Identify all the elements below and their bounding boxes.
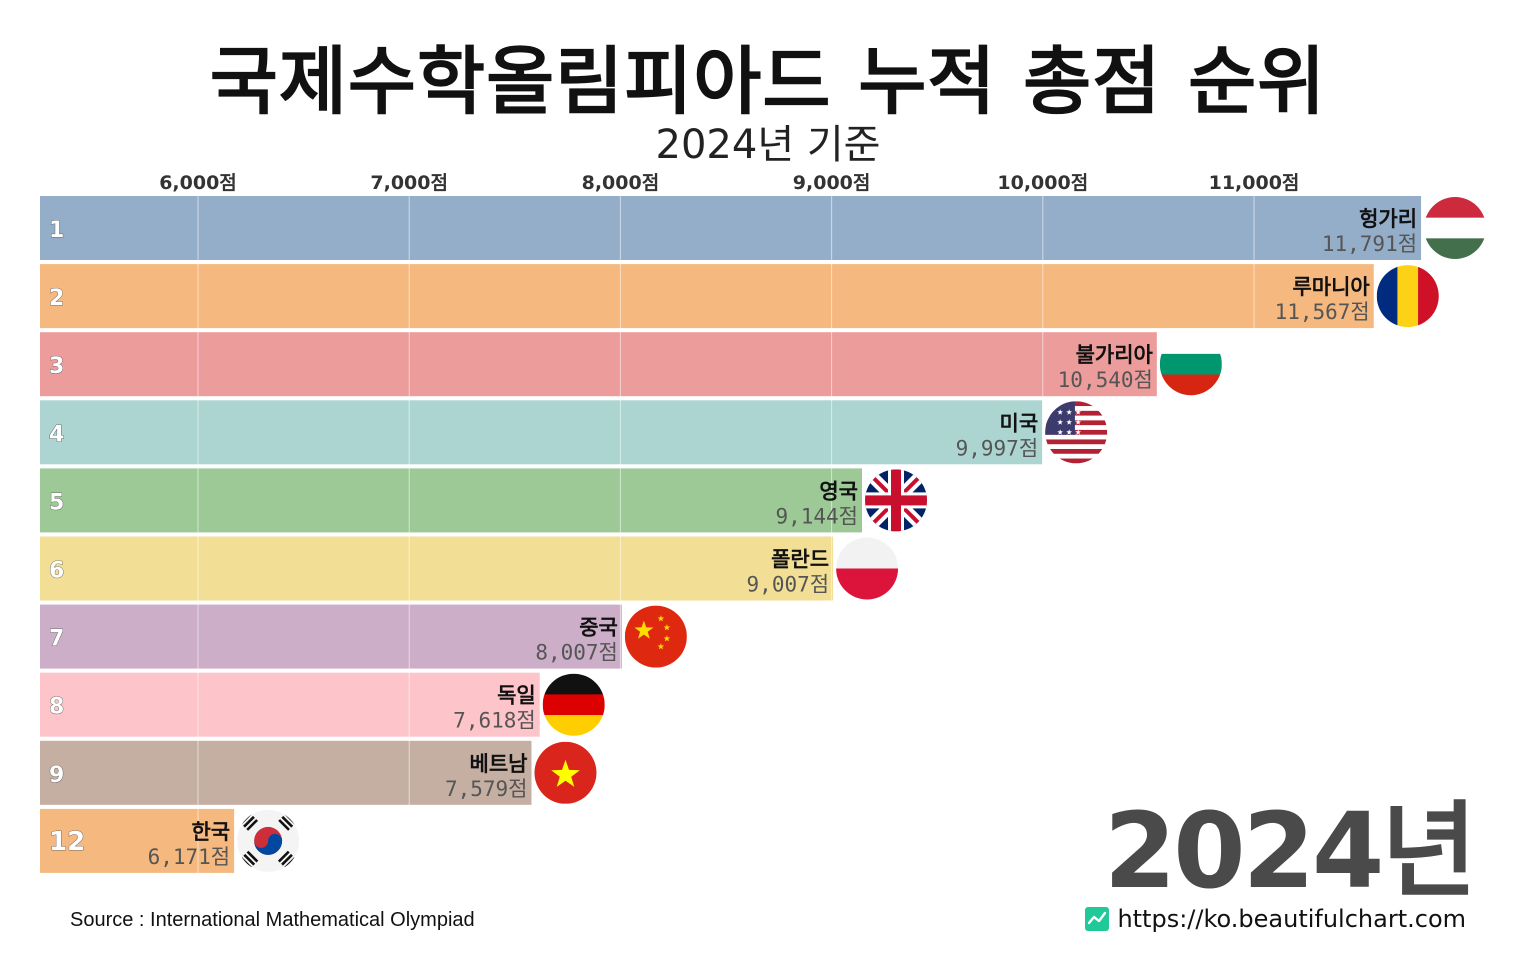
chart-title: 국제수학올림피아드 누적 총점 순위 xyxy=(209,39,1327,125)
bar xyxy=(40,672,540,737)
rank-label: 6 xyxy=(49,559,64,584)
chart-line-icon xyxy=(1085,907,1110,931)
romania-flag-icon xyxy=(1376,265,1439,328)
country-name: 폴란드 xyxy=(771,548,829,572)
x-tick-label: 7,000점 xyxy=(370,172,448,194)
x-tick-label: 10,000점 xyxy=(997,172,1088,194)
x-tick-label: 6,000점 xyxy=(159,172,237,194)
value-label: 9,007점 xyxy=(747,573,830,597)
year-watermark: 2024년 xyxy=(1103,790,1477,912)
uk-flag-icon xyxy=(865,469,928,532)
country-name: 중국 xyxy=(579,616,618,640)
country-name: 베트남 xyxy=(470,752,528,776)
bar xyxy=(40,536,834,601)
value-label: 9,997점 xyxy=(956,436,1039,460)
value-label: 9,144점 xyxy=(775,504,858,528)
bar xyxy=(40,196,1422,260)
germany-flag-icon xyxy=(542,673,605,736)
value-label: 8,007점 xyxy=(535,641,618,665)
vietnam-flag-icon xyxy=(534,741,597,804)
country-name: 독일 xyxy=(497,684,536,708)
bar xyxy=(40,400,1043,465)
bar xyxy=(40,264,1374,329)
bar xyxy=(40,604,622,669)
country-name: 미국 xyxy=(1000,411,1039,435)
brand-url: https://ko.beautifulchart.com xyxy=(1117,905,1466,933)
bar xyxy=(40,332,1157,397)
brand-link[interactable]: https://ko.beautifulchart.com xyxy=(1085,905,1466,933)
poland-flag-icon xyxy=(836,537,899,600)
bar xyxy=(40,740,532,805)
korea-flag-icon xyxy=(237,809,300,872)
source-text: Source : International Mathematical Olym… xyxy=(70,909,475,931)
country-name: 루마니아 xyxy=(1292,275,1370,299)
rank-label: 5 xyxy=(49,490,64,515)
usa-flag-icon xyxy=(1045,401,1108,464)
country-name: 헝가리 xyxy=(1359,207,1417,231)
hungary-flag-icon xyxy=(1424,197,1487,259)
bar xyxy=(40,468,863,533)
rank-label: 3 xyxy=(49,354,64,379)
rank-label: 8 xyxy=(49,695,64,720)
rank-label: 7 xyxy=(49,627,64,652)
bar xyxy=(40,808,235,873)
rank-label: 9 xyxy=(49,763,64,788)
x-tick-label: 8,000점 xyxy=(582,172,660,194)
bulgaria-flag-icon xyxy=(1159,333,1222,396)
country-name: 불가리아 xyxy=(1076,343,1154,367)
x-tick-label: 11,000점 xyxy=(1209,172,1300,194)
value-label: 11,791점 xyxy=(1322,232,1417,256)
rank-label: 12 xyxy=(49,827,85,857)
value-label: 11,567점 xyxy=(1275,300,1370,324)
value-label: 7,579점 xyxy=(445,777,528,801)
chart-subtitle: 2024년 기준 xyxy=(655,122,881,168)
country-name: 영국 xyxy=(819,479,858,503)
value-label: 10,540점 xyxy=(1058,368,1153,392)
value-label: 7,618점 xyxy=(453,709,536,733)
rank-label: 4 xyxy=(49,422,64,447)
x-tick-label: 9,000점 xyxy=(793,172,871,194)
china-flag-icon xyxy=(624,605,687,668)
value-label: 6,171점 xyxy=(148,845,231,869)
country-name: 한국 xyxy=(191,820,230,844)
rank-label: 2 xyxy=(49,286,64,311)
rank-label: 1 xyxy=(49,218,64,243)
